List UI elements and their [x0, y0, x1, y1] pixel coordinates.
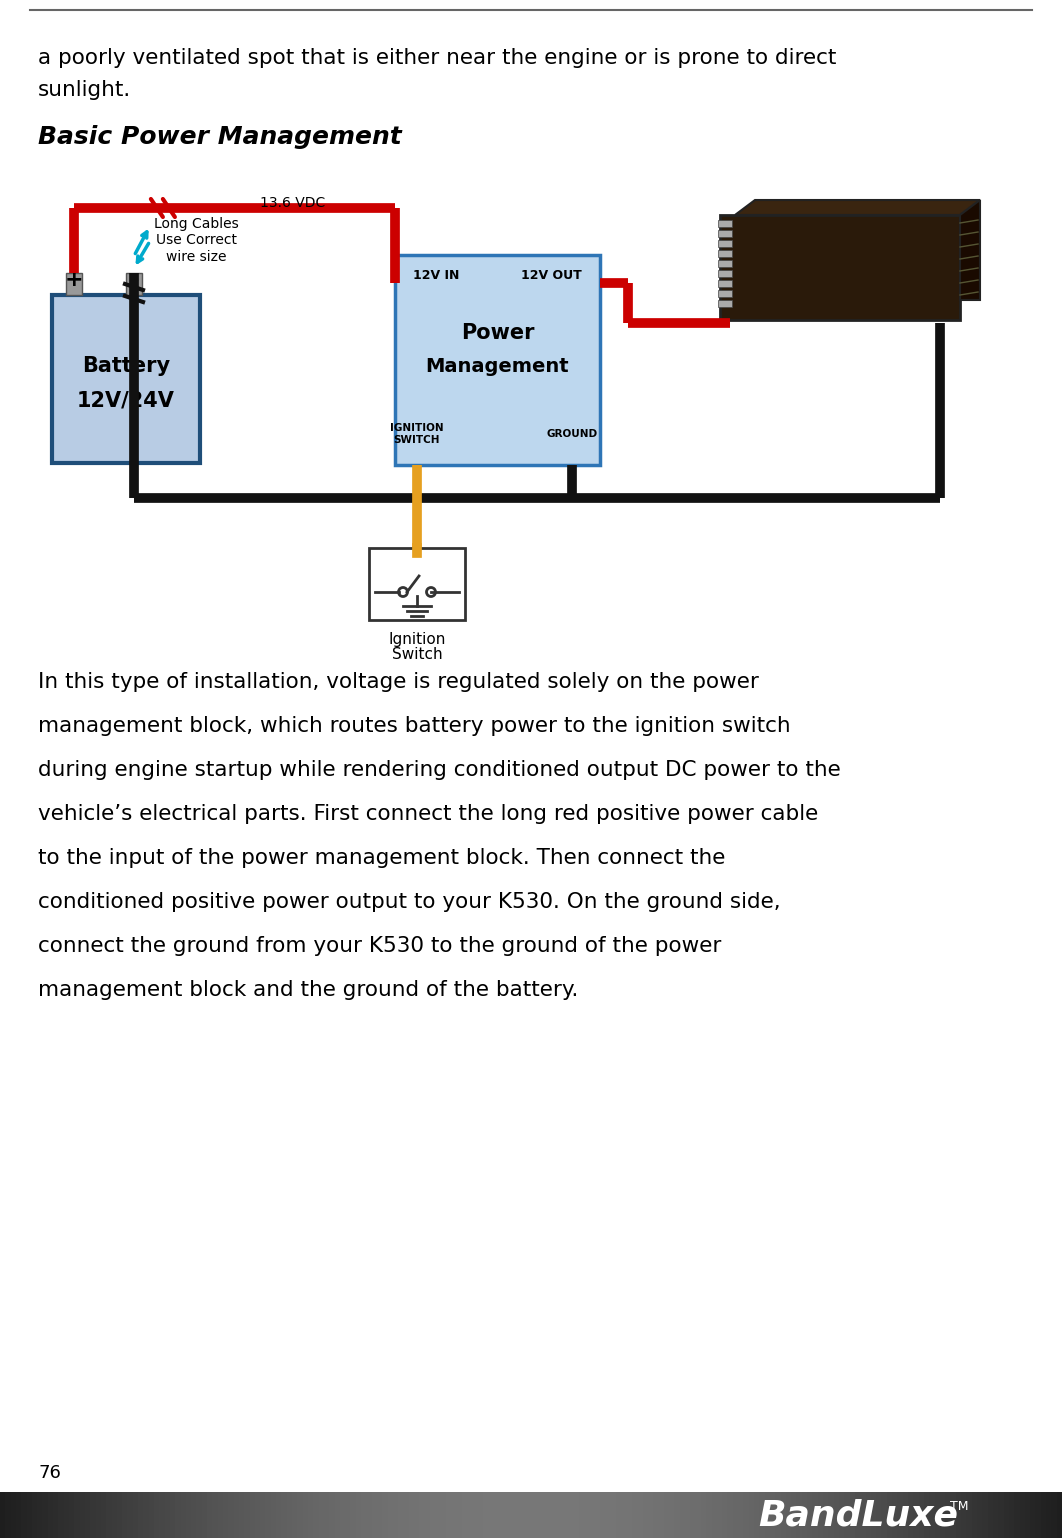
Text: Ignition: Ignition	[389, 632, 446, 647]
Text: GROUND: GROUND	[547, 429, 598, 438]
FancyBboxPatch shape	[718, 220, 732, 228]
Text: BandLuxe: BandLuxe	[758, 1498, 958, 1532]
Text: 76: 76	[38, 1464, 61, 1483]
Text: TM: TM	[950, 1501, 969, 1513]
Text: management block, which routes battery power to the ignition switch: management block, which routes battery p…	[38, 717, 790, 737]
Polygon shape	[960, 200, 980, 300]
FancyBboxPatch shape	[66, 274, 82, 295]
Text: 13.6 VDC: 13.6 VDC	[260, 195, 325, 211]
FancyBboxPatch shape	[718, 231, 732, 237]
FancyBboxPatch shape	[718, 251, 732, 257]
Text: In this type of installation, voltage is regulated solely on the power: In this type of installation, voltage is…	[38, 672, 759, 692]
Text: IGNITION: IGNITION	[390, 423, 444, 434]
FancyBboxPatch shape	[718, 300, 732, 308]
Text: Management: Management	[426, 357, 569, 375]
Text: a poorly ventilated spot that is either near the engine or is prone to direct: a poorly ventilated spot that is either …	[38, 48, 837, 68]
Polygon shape	[735, 200, 980, 215]
FancyBboxPatch shape	[718, 240, 732, 248]
Text: management block and the ground of the battery.: management block and the ground of the b…	[38, 980, 579, 1000]
Text: to the input of the power management block. Then connect the: to the input of the power management blo…	[38, 847, 725, 867]
FancyBboxPatch shape	[395, 255, 600, 464]
Text: Long Cables
Use Correct
wire size: Long Cables Use Correct wire size	[154, 217, 239, 263]
FancyBboxPatch shape	[718, 271, 732, 277]
FancyBboxPatch shape	[718, 260, 732, 268]
Text: Power: Power	[461, 323, 534, 343]
Text: Switch: Switch	[392, 647, 442, 661]
Text: -: -	[130, 271, 139, 291]
Text: conditioned positive power output to your K530. On the ground side,: conditioned positive power output to you…	[38, 892, 781, 912]
Text: Battery: Battery	[82, 355, 170, 375]
FancyBboxPatch shape	[369, 548, 465, 620]
Text: vehicle’s electrical parts. First connect the long red positive power cable: vehicle’s electrical parts. First connec…	[38, 804, 818, 824]
FancyBboxPatch shape	[126, 274, 142, 295]
FancyBboxPatch shape	[52, 295, 200, 463]
Text: Basic Power Management: Basic Power Management	[38, 125, 401, 149]
Text: 12V OUT: 12V OUT	[521, 269, 582, 281]
Text: during engine startup while rendering conditioned output DC power to the: during engine startup while rendering co…	[38, 760, 841, 780]
FancyBboxPatch shape	[720, 215, 960, 320]
Text: connect the ground from your K530 to the ground of the power: connect the ground from your K530 to the…	[38, 937, 721, 957]
FancyBboxPatch shape	[718, 291, 732, 297]
Text: 12V IN: 12V IN	[413, 269, 460, 281]
Text: 12V/24V: 12V/24V	[78, 391, 175, 411]
Text: sunlight.: sunlight.	[38, 80, 132, 100]
Text: +: +	[65, 271, 83, 291]
Text: SWITCH: SWITCH	[394, 435, 441, 444]
FancyBboxPatch shape	[718, 280, 732, 288]
